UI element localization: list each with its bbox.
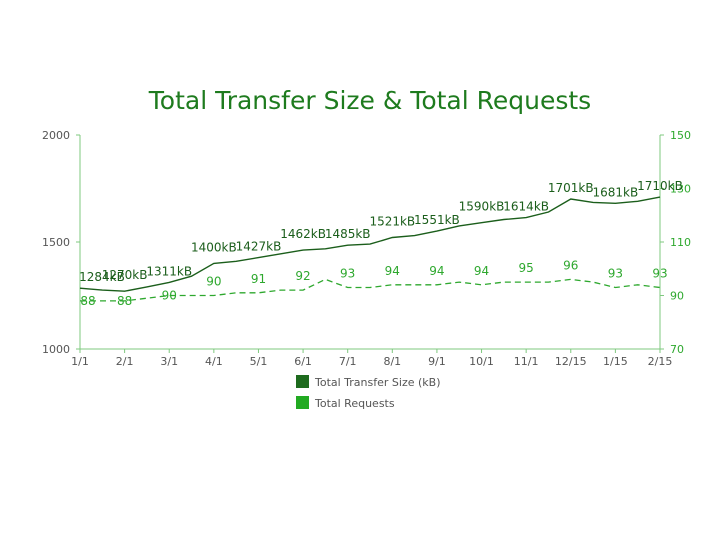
chart-title: Total Transfer Size & Total Requests (148, 86, 591, 115)
x-tick-label: 5/1 (250, 355, 268, 368)
requests-data-label: 92 (295, 269, 310, 283)
x-tick-label: 6/1 (294, 355, 312, 368)
left-tick-label: 2000 (42, 129, 70, 142)
left-tick-label: 1500 (42, 236, 70, 249)
right-tick-label: 130 (670, 183, 691, 196)
legend: Total Transfer Size (kB) Total Requests (296, 375, 441, 410)
transfer-size-data-label: 1701kB (548, 181, 594, 195)
right-tick-label: 150 (670, 129, 691, 142)
x-tick-label: 4/1 (205, 355, 223, 368)
x-tick-label: 8/1 (383, 355, 401, 368)
requests-data-label: 90 (206, 275, 221, 289)
transfer-size-data-label: 1710kB (637, 179, 683, 193)
requests-data-label: 90 (162, 289, 177, 303)
x-tick-label: 7/1 (339, 355, 357, 368)
transfer-size-data-label: 1485kB (325, 227, 371, 241)
requests-data-label: 93 (652, 266, 667, 280)
requests-data-label: 93 (340, 266, 355, 280)
requests-data-label: 94 (429, 264, 444, 278)
x-tick-label: 2/15 (648, 355, 673, 368)
x-tick-label: 9/1 (428, 355, 446, 368)
requests-data-label: 88 (117, 294, 132, 308)
legend-label-transfer-size: Total Transfer Size (kB) (314, 376, 441, 389)
requests-data-label: 94 (385, 264, 400, 278)
legend-swatch-transfer-size (296, 375, 309, 388)
x-tick-label: 10/1 (469, 355, 494, 368)
legend-swatch-requests (296, 396, 309, 409)
right-tick-label: 90 (670, 290, 684, 303)
x-tick-label: 12/15 (555, 355, 587, 368)
right-tick-label: 110 (670, 236, 691, 249)
transfer-size-data-label: 1427kB (236, 240, 282, 254)
x-tick-label: 11/1 (514, 355, 539, 368)
transfer-size-data-label: 1462kB (280, 227, 326, 241)
requests-data-label: 94 (474, 264, 489, 278)
transfer-size-data-label: 1681kB (593, 185, 639, 199)
requests-data-label: 93 (608, 266, 623, 280)
x-tick-label: 1/1 (71, 355, 89, 368)
requests-data-label: 95 (519, 261, 534, 275)
x-tick-label: 3/1 (160, 355, 178, 368)
transfer-size-data-label: 1400kB (191, 240, 237, 254)
left-axis-ticks: 1000 1500 2000 (42, 129, 80, 356)
x-tick-label: 2/1 (116, 355, 134, 368)
transfer-size-data-label: 1311kB (146, 264, 192, 278)
x-tick-label: 1/15 (603, 355, 628, 368)
right-tick-label: 70 (670, 343, 684, 356)
right-axis-ticks: 70 90 110 130 150 (660, 129, 691, 356)
transfer-size-data-label: 1590kB (459, 200, 505, 214)
series-layer (79, 196, 661, 302)
requests-data-label: 96 (563, 258, 578, 272)
transfer-size-data-label: 1284kB (79, 270, 125, 284)
transfer-size-data-label: 1551kB (414, 213, 460, 227)
legend-label-requests: Total Requests (314, 397, 395, 410)
series-line-requests (80, 278, 661, 302)
transfer-size-data-label: 1521kB (369, 215, 415, 229)
transfer-size-data-label: 1614kB (503, 200, 549, 214)
transfer-size-data-label: 1270kB (102, 268, 148, 282)
x-axis-ticks: 1/1 2/1 3/1 4/1 5/1 6/1 7/1 8/1 9/1 10/1 11/1 12/15… (71, 349, 672, 368)
left-tick-label: 1000 (42, 343, 70, 356)
requests-data-label: 88 (80, 294, 95, 308)
requests-data-label: 91 (251, 272, 266, 286)
series-line-transfer-size (79, 196, 661, 292)
